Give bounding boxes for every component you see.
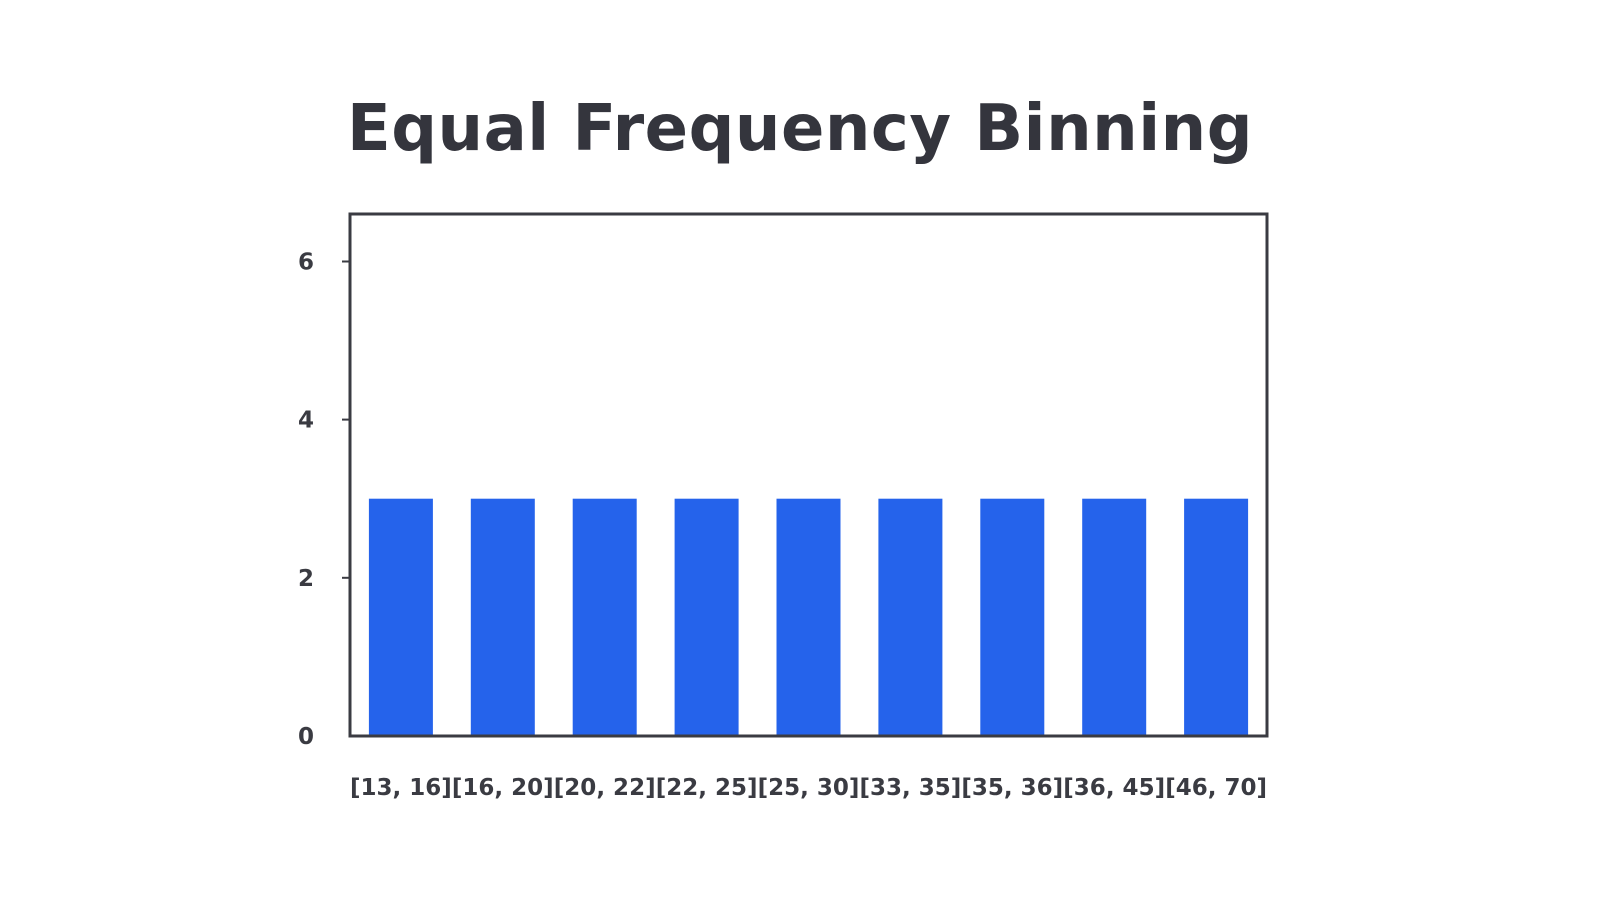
x-tick-label: [33, 35] (860, 775, 962, 801)
x-tick-label: [13, 16] (350, 775, 452, 801)
bar (470, 498, 535, 736)
bar (980, 498, 1045, 736)
y-tick-label: 0 (298, 724, 314, 750)
bars-group (368, 498, 1249, 736)
x-tick-label: [22, 25] (656, 775, 758, 801)
bar (1082, 498, 1147, 736)
bar (1184, 498, 1249, 736)
bar (572, 498, 637, 736)
plot-frame (348, 212, 1269, 738)
bar (674, 498, 739, 736)
bar (878, 498, 943, 736)
x-tick-label: [46, 70] (1165, 775, 1267, 801)
y-tick-label: 6 (298, 250, 314, 276)
y-tick-label: 2 (298, 566, 314, 592)
tick-labels-group: [13, 16] [16, 20] [20, 22] [22, 25] [25, 30]… (298, 250, 1267, 802)
y-tick-label: 4 (298, 408, 314, 434)
x-tick-label: [36, 45] (1063, 775, 1165, 801)
chart-title: Equal Frequency Binning (346, 92, 1254, 166)
bar (368, 498, 433, 736)
x-tick-label: [16, 20] (452, 775, 554, 801)
x-tick-label: [20, 22] (554, 775, 656, 801)
x-tick-label: [25, 30] (758, 775, 860, 801)
x-tick-label: [35, 36] (961, 775, 1063, 801)
axes-group (342, 212, 1269, 738)
bar (776, 498, 841, 736)
